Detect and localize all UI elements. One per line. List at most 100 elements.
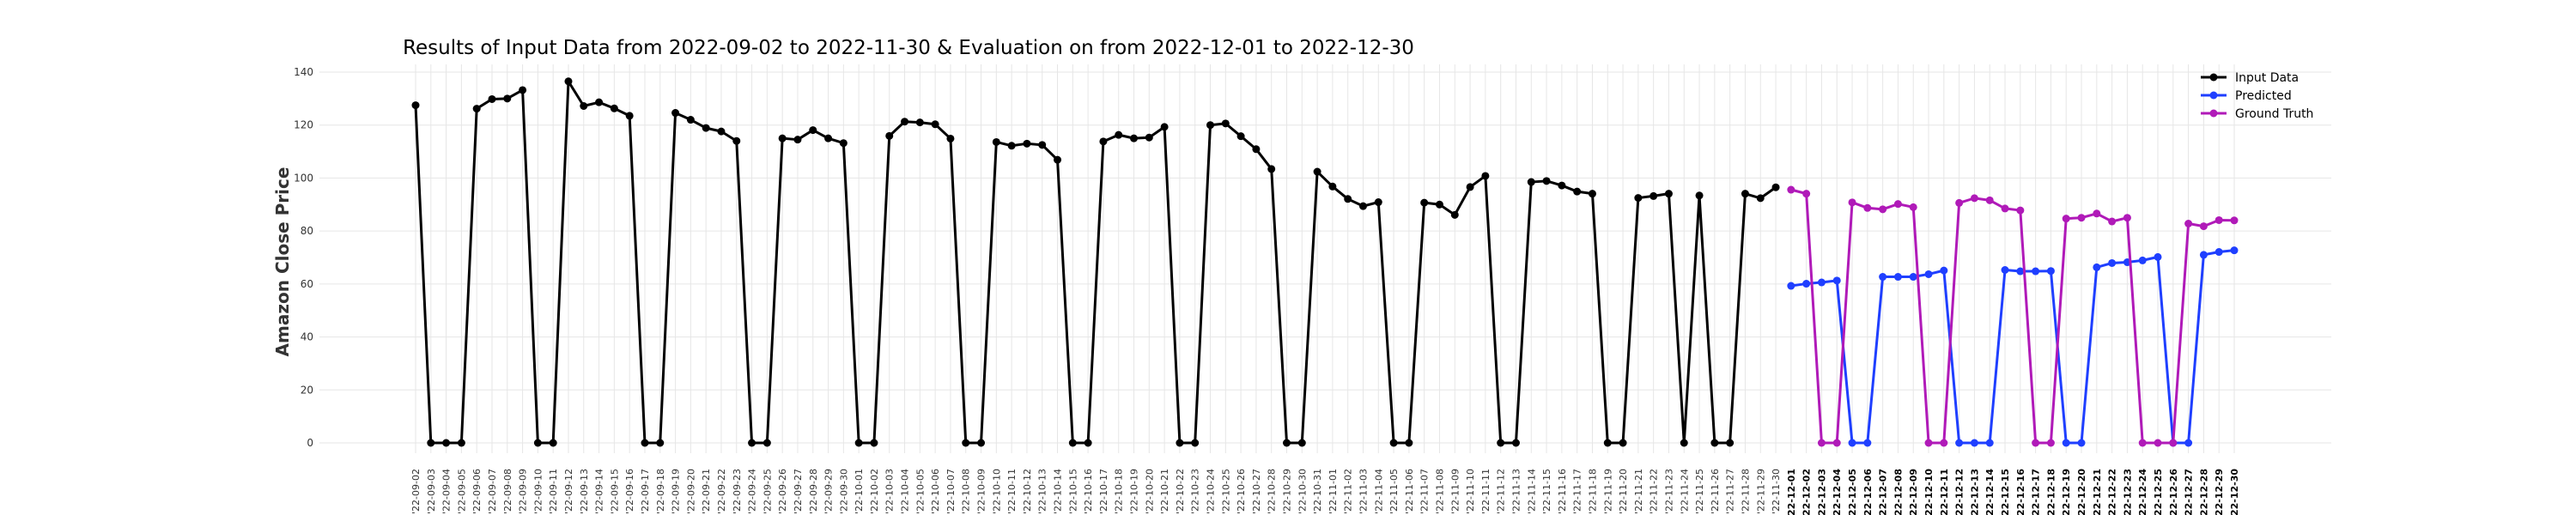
ground-truth-point [2123,214,2131,222]
input-data-point [870,439,878,447]
x-tick-label: '22-09-30 [838,469,849,514]
input-data-point [1664,190,1673,198]
predicted-point [1970,439,1978,447]
input-data-point [1450,210,1459,219]
legend-item-input-data: Input Data [2201,71,2299,85]
input-data-point [656,439,665,447]
input-data-point [533,439,542,447]
x-tick-label: '22-09-22 [716,469,727,514]
predicted-point [1909,273,1917,282]
input-data-point [1573,187,1582,196]
x-tick-label: '22-09-27 [793,469,804,514]
ground-truth-point [2230,216,2239,225]
x-tick-label: '22-11-15 [1541,469,1552,514]
x-tick-label: '22-11-27 [1725,469,1736,514]
x-tick-label: '22-10-09 [976,469,987,514]
predicted-point [2184,439,2193,447]
input-data-point [1145,133,1153,142]
input-data-point [564,77,573,86]
input-data-point [457,439,465,447]
x-tick-label: '22-11-23 [1663,469,1674,514]
x-tick-label: '22-11-21 [1633,469,1644,514]
input-data-point [748,439,756,447]
legend-item-ground-truth: Ground Truth [2201,107,2313,121]
x-tick-label: '22-12-21 [2092,469,2103,515]
series-layer [411,77,2239,447]
x-tick-label: '22-12-23 [2122,469,2133,515]
x-tick-label: '22-10-17 [1098,469,1109,514]
input-data-point [901,118,909,126]
x-tick-label: '22-10-22 [1175,469,1186,514]
input-data-point [1649,191,1658,200]
x-tick-label: '22-11-06 [1404,469,1415,514]
gridlines [319,64,2331,453]
predicted-point [1879,273,1887,282]
input-data-point [519,86,527,94]
x-tick-label: '22-09-09 [518,469,529,514]
x-tick-label: '22-11-19 [1602,469,1613,514]
input-data-point [1435,200,1443,209]
x-tick-label: '22-11-17 [1572,469,1583,514]
y-axis: 0 20 40 60 80 100 120 140 [294,66,313,449]
y-tick-label: 80 [301,225,313,237]
input-data-point [946,134,955,142]
x-tick-label: '22-09-24 [747,469,758,514]
x-tick-label: '22-11-04 [1373,469,1384,514]
ground-truth-point [1893,200,1902,209]
x-tick-label: '22-09-05 [456,469,467,514]
ground-truth-point [2046,439,2055,447]
x-tick-label: '22-10-07 [945,469,957,514]
input-data-point [1023,139,1031,148]
input-data-point [503,94,512,103]
x-tick-label: '22-11-08 [1434,469,1445,514]
input-data-point [1236,132,1245,141]
x-tick-label: '22-12-11 [1939,469,1950,515]
input-data-line [414,80,1777,445]
x-tick-label: '22-10-08 [961,469,972,514]
x-tick-label: '22-09-21 [701,469,712,514]
ground-truth-point [1909,203,1917,211]
input-data-point [1191,439,1200,447]
input-data-point [1344,195,1352,203]
x-tick-label: '22-11-10 [1465,469,1476,514]
x-tick-label: '22-09-11 [548,469,559,514]
x-tick-label: '22-11-05 [1388,469,1400,514]
x-tick-label: '22-10-06 [930,469,941,514]
input-data-point [1481,172,1490,180]
ground-truth-point [1985,196,1994,204]
ground-truth-point [2093,209,2101,218]
input-data-point [595,98,604,106]
x-tick-label: '22-10-25 [1220,469,1231,514]
x-tick-label: '22-10-30 [1297,469,1308,514]
x-tick-label: '22-09-29 [823,469,835,514]
x-tick-label: '22-09-08 [502,469,513,514]
input-data-point [1068,439,1077,447]
x-tick-label: '22-10-19 [1129,469,1140,514]
x-tick-label: '22-12-17 [2031,469,2042,515]
x-tick-label: '22-12-02 [1801,469,1813,515]
input-data-point [1099,137,1108,146]
input-data-point [1726,439,1735,447]
input-data-point [793,136,802,144]
x-tick-label: '22-10-12 [1022,469,1033,514]
input-data-point [442,439,451,447]
input-data-point [1054,155,1062,164]
x-tick-label: '22-12-15 [2000,469,2011,515]
ground-truth-point [1848,198,1856,207]
x-tick-label: '22-11-03 [1358,469,1369,514]
input-data-point [1542,177,1551,185]
x-axis: '22-09-02 '22-09-03 '22-09-04'22-09-05 '22-… [410,469,2240,515]
x-tick-label: '22-10-23 [1190,469,1201,514]
x-tick-label: '22-12-14 [1984,469,1996,515]
x-tick-label: '22-10-16 [1083,469,1094,514]
input-data-point [1313,167,1321,176]
x-tick-label: '22-12-27 [2184,469,2195,515]
input-data-point [686,116,695,124]
input-data-point [610,104,618,112]
predicted-point [2016,267,2025,276]
predicted-point [2215,248,2223,257]
x-tick-label: '22-12-30 [2229,469,2240,515]
input-data-point [1038,141,1047,149]
x-tick-label: '22-09-23 [732,469,743,514]
x-tick-label: '22-11-12 [1496,469,1507,514]
